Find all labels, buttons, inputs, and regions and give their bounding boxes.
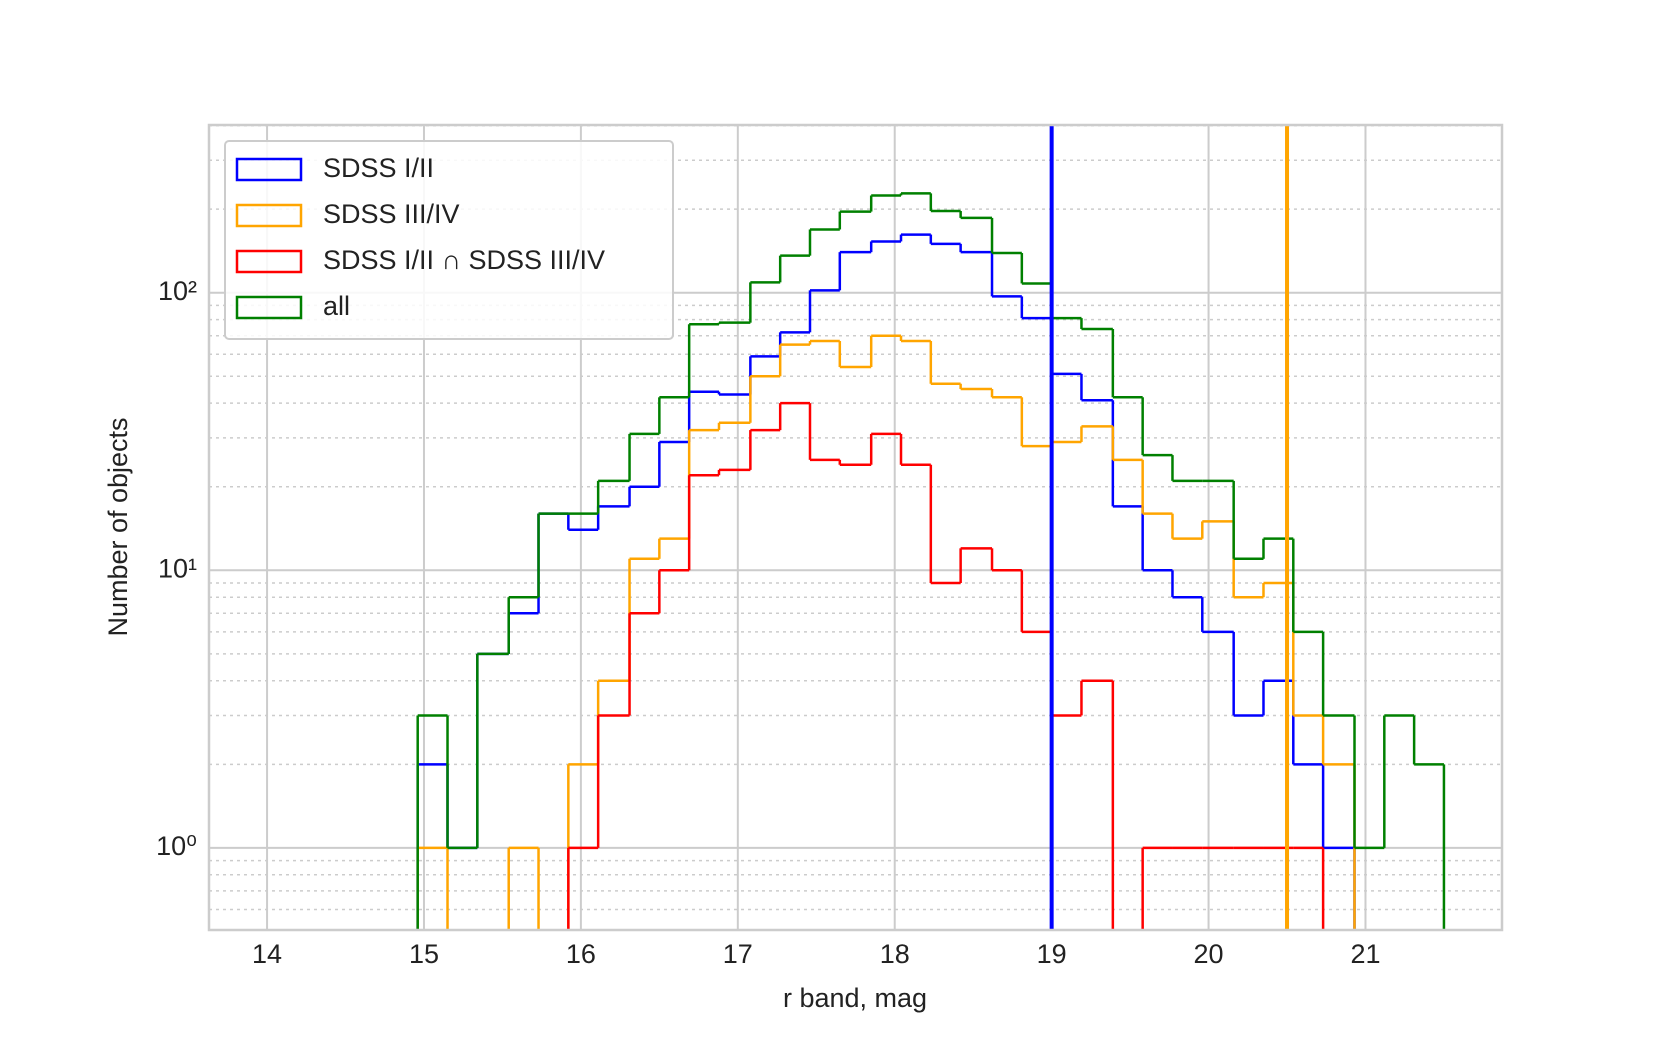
- x-tick-label: 15: [409, 939, 439, 969]
- legend-swatch: [235, 157, 303, 182]
- x-tick-label: 14: [252, 939, 282, 969]
- x-tick-label: 18: [880, 939, 910, 969]
- legend-swatch: [235, 295, 303, 320]
- legend-label: all: [323, 291, 350, 321]
- y-axis-label: Number of objects: [103, 417, 133, 636]
- legend-box: [224, 140, 674, 340]
- y-tick-label: 10⁰: [156, 831, 197, 861]
- x-tick-label: 19: [1037, 939, 1067, 969]
- x-tick-label: 20: [1194, 939, 1224, 969]
- plot-area: [416, 125, 1446, 930]
- x-tick-label: 21: [1350, 939, 1380, 969]
- legend-label: SDSS I/II: [323, 153, 434, 183]
- legend-label: SDSS III/IV: [323, 199, 460, 229]
- y-tick-label: 10¹: [158, 553, 197, 583]
- plot-frame: [207, 123, 1504, 932]
- y-tick-label: 10²: [158, 276, 197, 306]
- legend-swatch: [235, 203, 303, 228]
- legend-label: SDSS I/II ∩ SDSS III/IV: [323, 245, 605, 275]
- x-axis-label: r band, mag: [783, 983, 927, 1013]
- x-tick-label: 17: [723, 939, 753, 969]
- legend-swatch: [235, 249, 303, 274]
- x-tick-label: 16: [566, 939, 596, 969]
